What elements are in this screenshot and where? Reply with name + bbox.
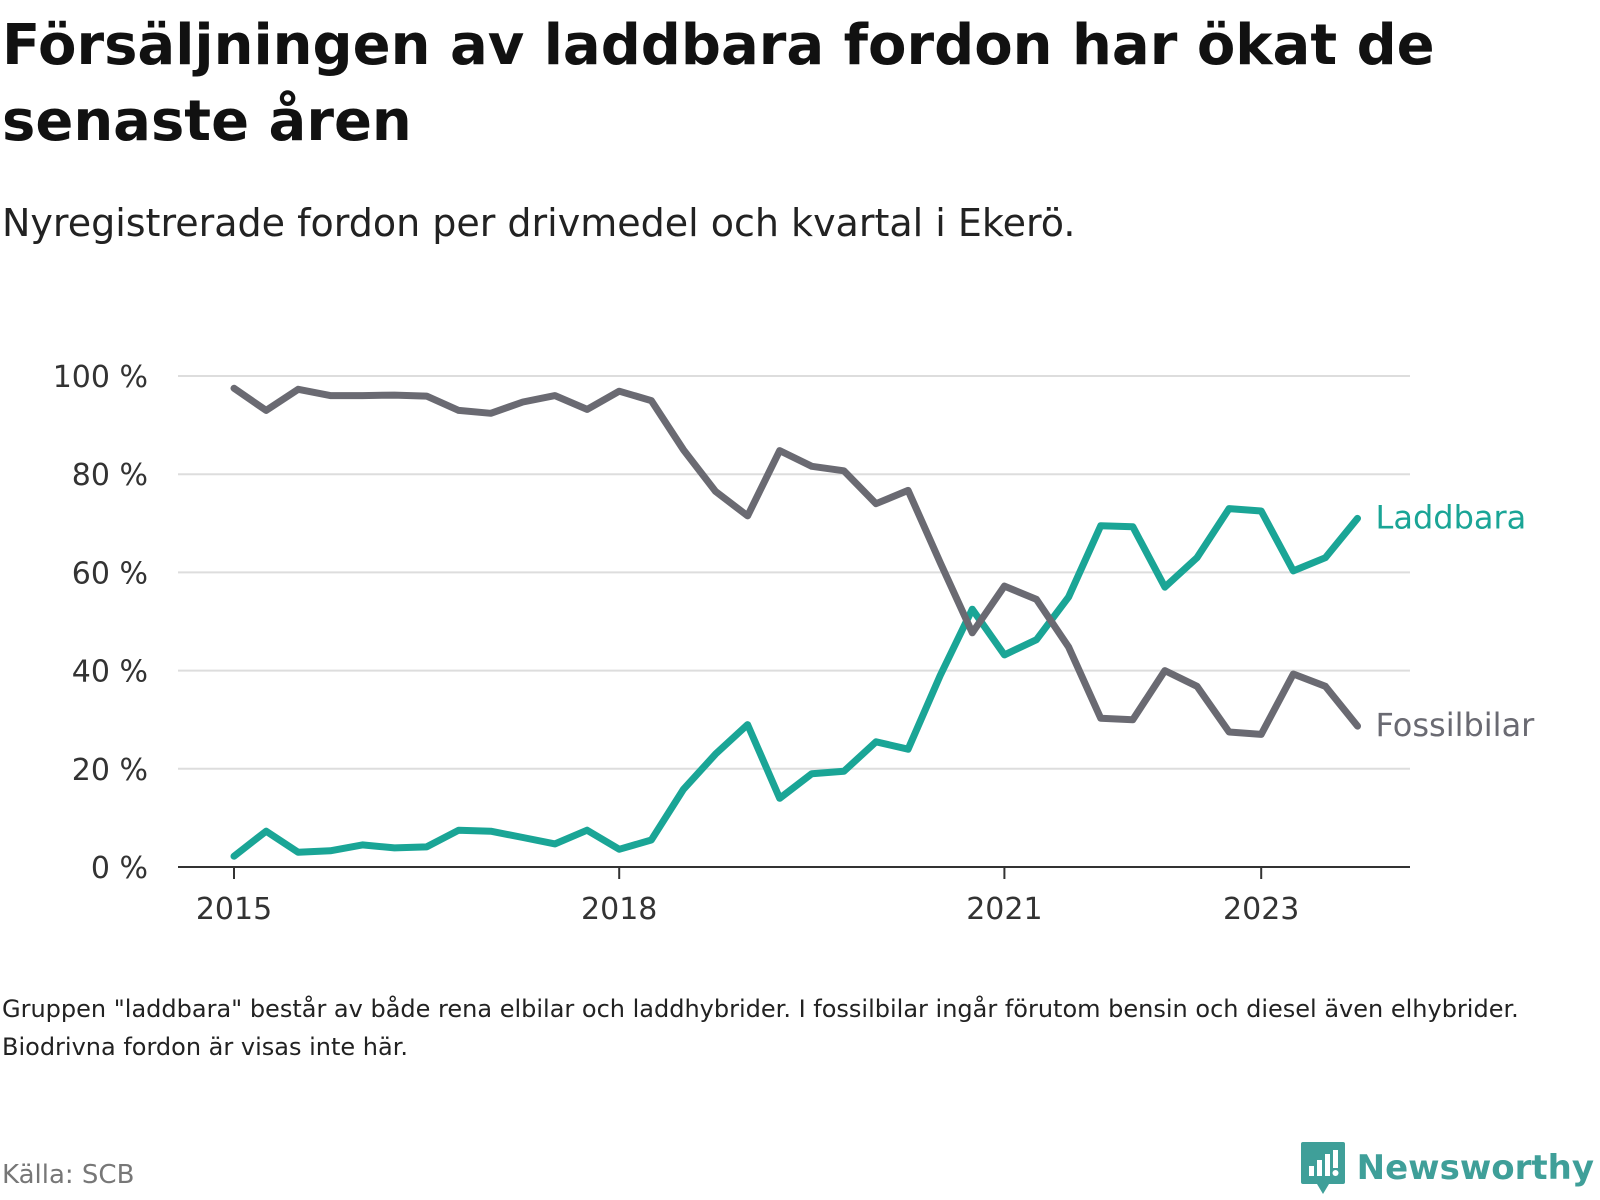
series-label-fossilbilar: Fossilbilar — [1376, 706, 1536, 744]
x-tick-label: 2021 — [966, 892, 1042, 927]
newsworthy-logo-icon — [1300, 1142, 1345, 1194]
x-tick-label: 2023 — [1223, 892, 1299, 927]
y-axis-ticks: 0 % 20 % 40 % 60 % 80 % 100 % — [53, 360, 148, 886]
y-tick-label: 80 % — [72, 458, 148, 493]
brand-name: Newsworthy — [1356, 1148, 1594, 1188]
series-labels: Laddbara Fossilbilar — [1376, 498, 1536, 744]
y-tick-label: 0 % — [91, 851, 148, 886]
chart-title: Försäljningen av laddbara fordon har öka… — [2, 13, 1435, 154]
series-line-fossilbilar — [230, 384, 1361, 738]
x-tick-label: 2015 — [196, 892, 272, 927]
y-tick-label: 20 % — [72, 753, 148, 788]
y-tick-label: 40 % — [72, 655, 148, 690]
line-chart: 0 % 20 % 40 % 60 % 80 % 100 % 2015 2018 2021 202… — [53, 360, 1536, 927]
series-label-laddbara: Laddbara — [1376, 498, 1527, 536]
chart-subtitle: Nyregistrerade fordon per drivmedel och … — [2, 201, 1076, 245]
brand-logo: Newsworthy — [1299, 1140, 1594, 1196]
source-credit: Källa: SCB — [2, 1160, 135, 1190]
x-axis-ticks: 2015 2018 2021 2023 — [178, 866, 1410, 927]
series-line-laddbara — [230, 505, 1361, 860]
y-tick-label: 60 % — [72, 556, 148, 591]
y-tick-label: 100 % — [53, 360, 148, 395]
x-tick-label: 2018 — [581, 892, 657, 927]
chart-note: Gruppen "laddbara" består av både rena e… — [2, 995, 1519, 1061]
series-lines — [230, 384, 1361, 860]
gridlines — [178, 375, 1410, 770]
